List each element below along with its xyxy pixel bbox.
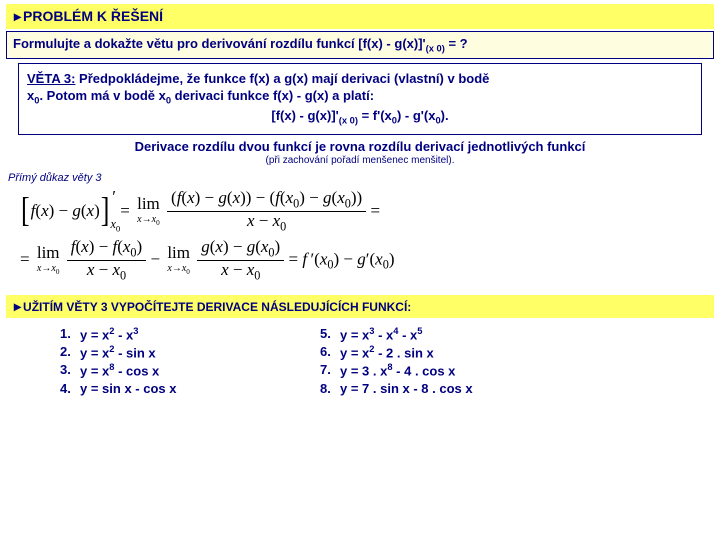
ex-text: y = 3 . x8 - 4 . cos x xyxy=(340,362,455,378)
list-item: 7.y = 3 . x8 - 4 . cos x xyxy=(320,362,580,378)
summary-text: Derivace rozdílu dvou funkcí je rovna ro… xyxy=(0,139,720,154)
ex-num: 4. xyxy=(60,381,80,396)
ex-num: 7. xyxy=(320,362,340,378)
ex-text: y = x2 - 2 . sin x xyxy=(340,344,434,360)
list-item: 2.y = x2 - sin x xyxy=(60,344,320,360)
theorem-line2b: . Potom má v bodě x xyxy=(39,88,165,103)
ex-num: 2. xyxy=(60,344,80,360)
note-text: (při zachování pořadí menšenec menšitel)… xyxy=(0,155,720,166)
list-item: 4.y = sin x - cos x xyxy=(60,381,320,396)
exercise-col-2: 5.y = x3 - x4 - x5 6.y = x2 - 2 . sin x … xyxy=(320,324,580,398)
section-header-problem: ▸PROBLÉM K ŘEŠENÍ xyxy=(6,4,714,29)
ex-text: y = 7 . sin x - 8 . cos x xyxy=(340,381,473,396)
section-header-exercises: ▸UŽITÍM VĚTY 3 VYPOČÍTEJTE DERIVACE NÁSL… xyxy=(6,295,714,318)
exercise-col-1: 1.y = x2 - x3 2.y = x2 - sin x 3.y = x8 … xyxy=(60,324,320,398)
proof-label: Přímý důkaz věty 3 xyxy=(8,172,712,184)
ex-text: y = sin x - cos x xyxy=(80,381,176,396)
derivation-line1: [f(x) − g(x)]x0′ = limx→x0 (f(x) − g(x))… xyxy=(20,188,700,234)
ex-text: y = x2 - sin x xyxy=(80,344,156,360)
list-item: 5.y = x3 - x4 - x5 xyxy=(320,326,580,342)
theorem-formula: [f(x) - g(x)]'(x 0) = f'(x0) - g'(x0). xyxy=(27,107,693,127)
theorem-line2c: derivaci funkce f(x) - g(x) a platí: xyxy=(171,88,374,103)
list-item: 3.y = x8 - cos x xyxy=(60,362,320,378)
ex-num: 8. xyxy=(320,381,340,396)
ex-text: y = x2 - x3 xyxy=(80,326,138,342)
list-item: 6.y = x2 - 2 . sin x xyxy=(320,344,580,360)
arrow-icon: ▸ xyxy=(14,8,21,24)
ex-text: y = x3 - x4 - x5 xyxy=(340,326,422,342)
arrow-icon-2: ▸ xyxy=(14,298,21,314)
header2-text: UŽITÍM VĚTY 3 VYPOČÍTEJTE DERIVACE NÁSLE… xyxy=(23,300,411,314)
ex-num: 5. xyxy=(320,326,340,342)
ex-num: 1. xyxy=(60,326,80,342)
header1-text: PROBLÉM K ŘEŠENÍ xyxy=(23,8,163,24)
problem-statement: Formulujte a dokažte větu pro derivování… xyxy=(6,31,714,59)
ex-num: 6. xyxy=(320,344,340,360)
theorem-box: VĚTA 3: Předpokládejme, že funkce f(x) a… xyxy=(18,63,702,135)
ex-text: y = x8 - cos x xyxy=(80,362,159,378)
theorem-line1: Předpokládejme, že funkce f(x) a g(x) ma… xyxy=(79,71,489,86)
derivation-line2: = limx→x0 f(x) − f(x0) x − x0 − limx→x0 … xyxy=(20,238,700,283)
exercise-list: 1.y = x2 - x3 2.y = x2 - sin x 3.y = x8 … xyxy=(60,324,720,398)
ex-num: 3. xyxy=(60,362,80,378)
list-item: 1.y = x2 - x3 xyxy=(60,326,320,342)
theorem-label: VĚTA 3: xyxy=(27,71,75,86)
list-item: 8.y = 7 . sin x - 8 . cos x xyxy=(320,381,580,396)
